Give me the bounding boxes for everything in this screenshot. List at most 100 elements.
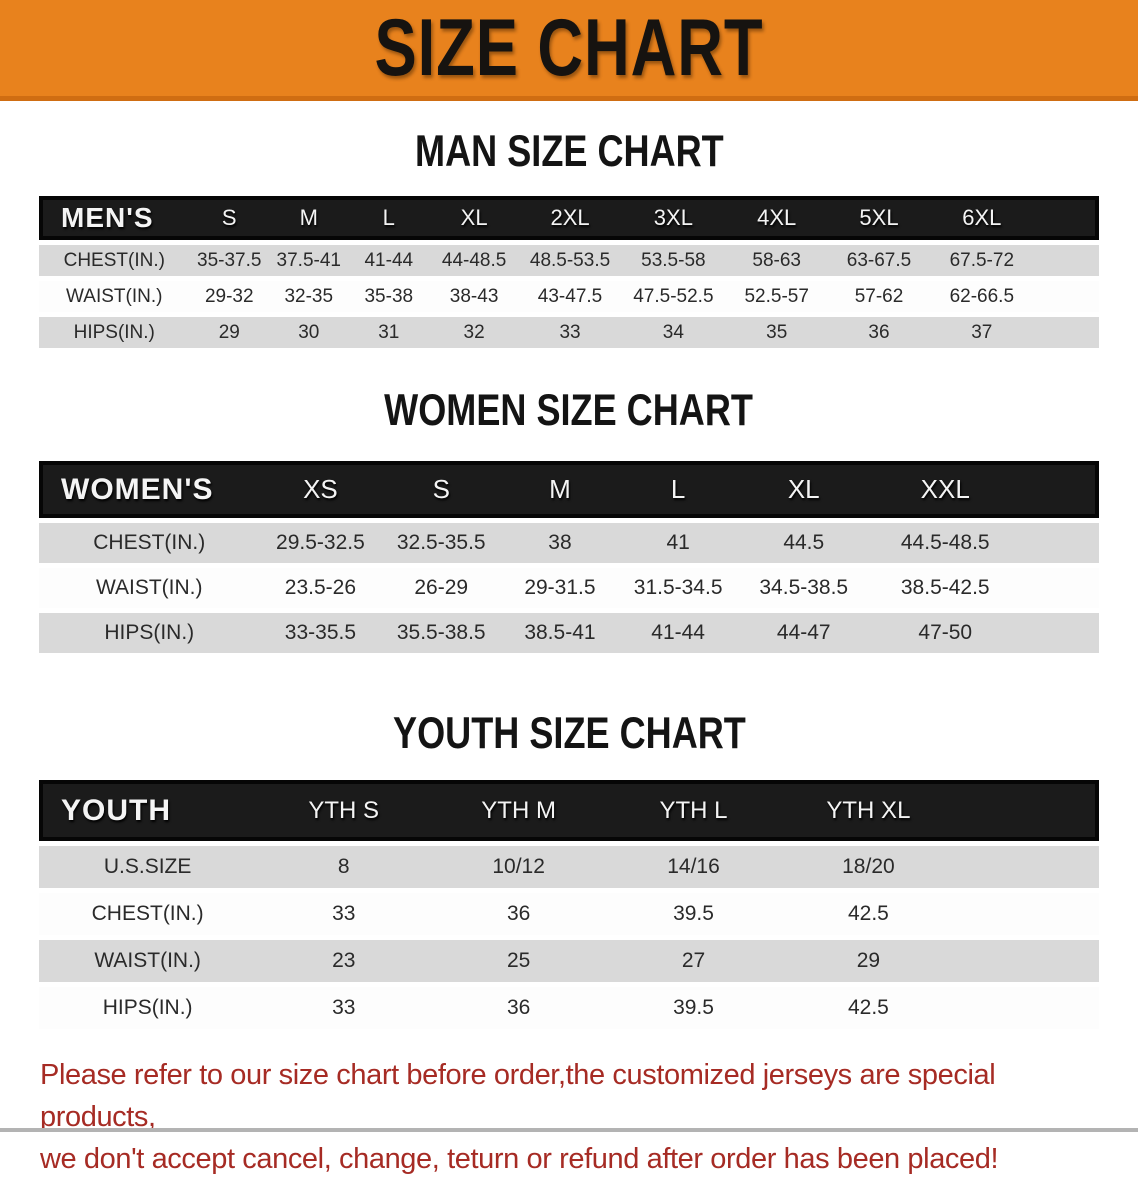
size-value-cell: 25: [431, 940, 607, 982]
size-value-cell: 14/16: [606, 846, 781, 888]
row-spacer-cell: [1033, 281, 1099, 312]
size-value-cell: 39.5: [606, 987, 781, 1029]
row-spacer-cell: [1033, 317, 1099, 348]
size-column-header: XS: [259, 461, 382, 518]
disclaimer-line-1: Please refer to our size chart before or…: [40, 1059, 996, 1133]
size-value-cell: 29: [189, 317, 270, 348]
table-title-cell: MEN'S: [39, 196, 190, 240]
size-value-cell: 34: [620, 317, 726, 348]
size-value-cell: 31: [348, 317, 430, 348]
size-column-header: XL: [737, 461, 870, 518]
size-value-cell: 41: [618, 523, 738, 563]
measurement-row: CHEST(IN.) 35-37.5 37.5-41 41-44 44-48.5 48.5…: [39, 245, 1099, 276]
size-value-cell: 38.5-41: [501, 613, 619, 653]
size-value-cell: 42.5: [780, 893, 956, 935]
men-section-heading-text: MAN SIZE CHART: [414, 126, 724, 176]
row-label: CHEST(IN.): [39, 245, 190, 276]
measurement-row: HIPS(IN.) 33 36 39.5 42.5: [39, 987, 1099, 1029]
header-spacer-cell: [1033, 196, 1099, 240]
measurement-row: WAIST(IN.) 23 25 27 29: [39, 940, 1099, 982]
size-value-cell: 34.5-38.5: [737, 568, 870, 608]
row-label: WAIST(IN.): [39, 568, 260, 608]
size-value-cell: 53.5-58: [620, 245, 726, 276]
row-label: WAIST(IN.): [39, 940, 257, 982]
bottom-edge-strip: [0, 1128, 1138, 1132]
size-value-cell: 36: [431, 893, 607, 935]
size-column-header: YTH S: [256, 780, 432, 841]
title-banner: SIZE CHART: [0, 0, 1138, 101]
youth-size-table: YOUTH YTH S YTH M YTH L YTH XL U.S.SIZE 8 10/12…: [39, 775, 1099, 1034]
measurement-row: HIPS(IN.) 33-35.5 35.5-38.5 38.5-41 41-44 44-…: [39, 613, 1099, 653]
size-value-cell: 39.5: [606, 893, 781, 935]
size-value-cell: 47.5-52.5: [620, 281, 726, 312]
row-label: U.S.SIZE: [39, 846, 257, 888]
size-value-cell: 29.5-32.5: [259, 523, 382, 563]
size-column-header: M: [269, 196, 349, 240]
size-value-cell: 33: [256, 987, 432, 1029]
size-column-header: YTH L: [606, 780, 781, 841]
row-spacer-cell: [1020, 613, 1099, 653]
table-title-cell: YOUTH: [39, 780, 257, 841]
men-section-heading: MAN SIZE CHART: [0, 126, 1138, 176]
row-label: WAIST(IN.): [39, 281, 190, 312]
youth-section-heading-text: YOUTH SIZE CHART: [392, 708, 746, 758]
size-value-cell: 33: [256, 893, 432, 935]
size-value-cell: 23.5-26: [259, 568, 382, 608]
womens-size-table: WOMEN'S XS S M L XL XXL CHEST(IN.) 29.5-32.5 32.5…: [39, 456, 1099, 658]
women-section-heading-text: WOMEN SIZE CHART: [384, 385, 754, 435]
size-value-cell: 44.5-48.5: [870, 523, 1021, 563]
size-value-cell: 38-43: [429, 281, 520, 312]
measurement-row: HIPS(IN.) 29 30 31 32 33 34 35 36 37: [39, 317, 1099, 348]
size-value-cell: 43-47.5: [519, 281, 621, 312]
measurement-row: CHEST(IN.) 29.5-32.5 32.5-35.5 38 41 44.5 44.5…: [39, 523, 1099, 563]
size-value-cell: 44-47: [737, 613, 870, 653]
size-value-cell: 26-29: [381, 568, 502, 608]
size-value-cell: 18/20: [780, 846, 956, 888]
row-label: HIPS(IN.): [39, 613, 260, 653]
row-label: HIPS(IN.): [39, 317, 190, 348]
page-title: SIZE CHART: [374, 3, 764, 93]
size-column-header: L: [618, 461, 738, 518]
row-spacer-cell: [955, 987, 1099, 1029]
mens-size-table: MEN'S S M L XL 2XL 3XL 4XL 5XL 6XL CHEST(IN.) 35-37…: [39, 191, 1099, 353]
size-value-cell: 32-35: [269, 281, 349, 312]
size-value-cell: 35.5-38.5: [381, 613, 502, 653]
size-column-header: 4XL: [725, 196, 828, 240]
measurement-row: WAIST(IN.) 23.5-26 26-29 29-31.5 31.5-34.5 34…: [39, 568, 1099, 608]
size-value-cell: 36: [431, 987, 607, 1029]
size-value-cell: 67.5-72: [930, 245, 1034, 276]
size-value-cell: 38.5-42.5: [870, 568, 1021, 608]
row-spacer-cell: [955, 940, 1099, 982]
table-title-cell: WOMEN'S: [39, 461, 260, 518]
size-value-cell: 29-31.5: [501, 568, 619, 608]
disclaimer-line-2: we don't accept cancel, change, teturn o…: [40, 1143, 999, 1175]
header-spacer-cell: [1020, 461, 1099, 518]
row-spacer-cell: [1033, 245, 1099, 276]
size-value-cell: 62-66.5: [930, 281, 1034, 312]
size-value-cell: 42.5: [780, 987, 956, 1029]
size-value-cell: 35-37.5: [189, 245, 270, 276]
size-column-header: S: [381, 461, 502, 518]
size-value-cell: 33-35.5: [259, 613, 382, 653]
size-column-header: M: [501, 461, 619, 518]
row-label: CHEST(IN.): [39, 893, 257, 935]
size-value-cell: 31.5-34.5: [618, 568, 738, 608]
size-value-cell: 52.5-57: [725, 281, 828, 312]
size-value-cell: 33: [519, 317, 621, 348]
measurement-row: WAIST(IN.) 29-32 32-35 35-38 38-43 43-47.5 47.…: [39, 281, 1099, 312]
size-value-cell: 35-38: [348, 281, 430, 312]
size-value-cell: 32.5-35.5: [381, 523, 502, 563]
size-value-cell: 29-32: [189, 281, 270, 312]
size-value-cell: 58-63: [725, 245, 828, 276]
size-value-cell: 27: [606, 940, 781, 982]
size-value-cell: 36: [827, 317, 931, 348]
measurement-row: U.S.SIZE 8 10/12 14/16 18/20: [39, 846, 1099, 888]
size-value-cell: 57-62: [827, 281, 931, 312]
size-value-cell: 8: [256, 846, 432, 888]
size-header-row: WOMEN'S XS S M L XL XXL: [39, 461, 1099, 518]
size-value-cell: 10/12: [431, 846, 607, 888]
row-spacer-cell: [955, 893, 1099, 935]
size-value-cell: 23: [256, 940, 432, 982]
size-column-header: 6XL: [930, 196, 1034, 240]
